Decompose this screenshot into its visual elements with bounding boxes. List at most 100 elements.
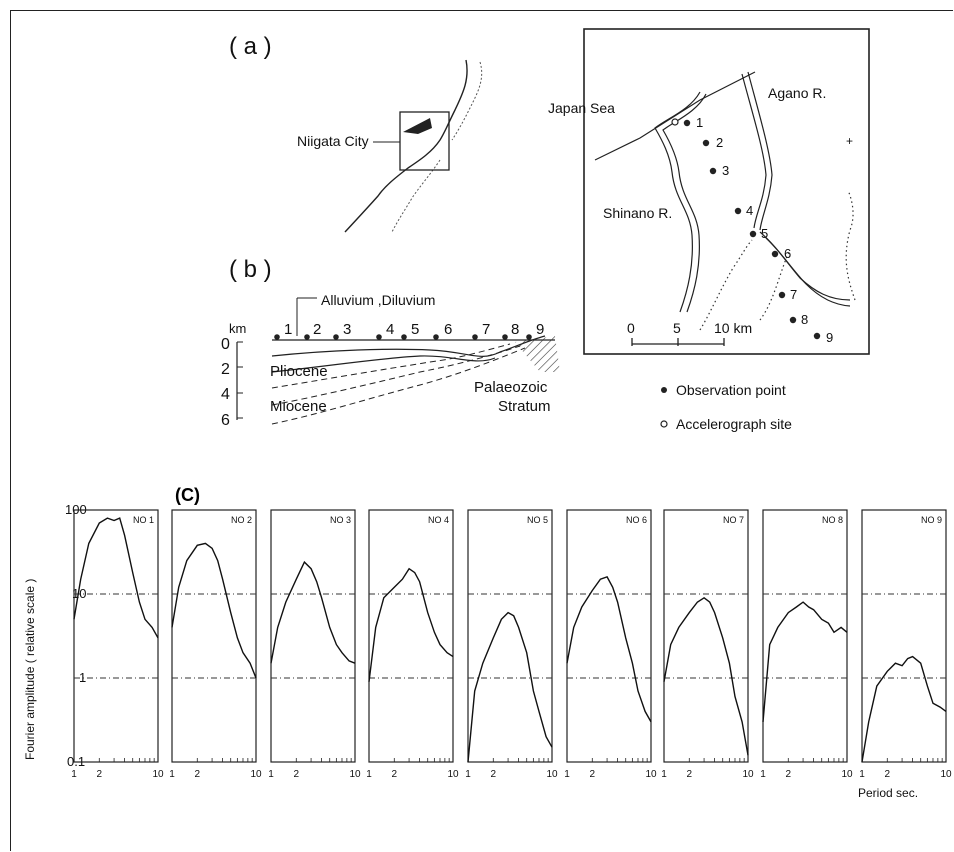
panel-c-label: (C): [175, 485, 200, 505]
x-tick-label: 1: [465, 769, 471, 780]
legend-observation: Observation point: [676, 382, 786, 398]
spectrum-panel: NO 2 1 2 10: [169, 509, 262, 780]
spectrum-panel: NO 9 1 2 10: [859, 509, 952, 780]
panel-frame: [368, 509, 454, 763]
depth-tick: 2: [221, 361, 230, 378]
panel-frame: [73, 509, 159, 763]
x-tick-label: 10: [546, 769, 558, 780]
section-point-label: 8: [511, 321, 519, 338]
observation-point: [771, 250, 779, 258]
panel-frame: [861, 509, 947, 763]
map-legend: Observation point Accelerograph site: [660, 382, 792, 432]
depth-tick: 0: [221, 336, 230, 353]
panel-frame: [762, 509, 848, 763]
spectra-panels: NO 1 1 2 10 NO 2 1 2 10 NO 3 1 2 10 NO 4 1 2 10 NO 5 1 2 10…: [71, 509, 952, 780]
scale-tick-label: 0: [627, 320, 635, 336]
x-tick-label: 10: [250, 769, 262, 780]
basement-label-2: Stratum: [498, 398, 551, 415]
sea-label: Japan Sea: [548, 100, 615, 116]
coastline: [594, 71, 756, 161]
point-label: 8: [801, 312, 808, 327]
svg-text:+: +: [846, 134, 853, 148]
series-name: NO 6: [626, 515, 647, 525]
basement-hatch: [515, 336, 560, 372]
spectrum-line: [368, 567, 454, 682]
point-label: 6: [784, 246, 791, 261]
x-tick-label: 1: [859, 769, 865, 780]
x-tick-label: 10: [152, 769, 164, 780]
x-tick-label: 2: [786, 769, 792, 780]
spectrum-line: [663, 596, 749, 756]
series-name: NO 9: [921, 515, 942, 525]
scale-tick-label: 10 km: [714, 320, 752, 336]
shinano-river: [654, 91, 701, 313]
observation-point: [734, 207, 742, 215]
series-name: NO 3: [330, 515, 351, 525]
x-tick-label: 1: [661, 769, 667, 780]
panel-b-label: ( b ): [229, 256, 272, 283]
point-label: 7: [790, 287, 797, 302]
section-points: 1 2 3 4 5 6 7 8 9: [274, 321, 544, 340]
x-tick-label: 1: [366, 769, 372, 780]
x-tick-label: 10: [742, 769, 754, 780]
observation-point: [749, 230, 757, 238]
layer-pliocene: Pliocene: [270, 363, 328, 380]
series-name: NO 7: [723, 515, 744, 525]
x-tick-label: 10: [645, 769, 657, 780]
x-tick-label: 10: [940, 769, 952, 780]
y-axis-label: Fourier amplitude ( relative scale ): [23, 579, 37, 760]
x-tick-label: 1: [760, 769, 766, 780]
observation-point: [778, 291, 786, 299]
x-tick-label: 1: [268, 769, 274, 780]
locator-box: [399, 111, 450, 171]
series-name: NO 8: [822, 515, 843, 525]
accelerograph-marker: [671, 118, 679, 126]
x-axis-label: Period sec.: [858, 786, 918, 800]
y-tick: 1: [79, 670, 86, 685]
x-tick-label: 2: [97, 769, 103, 780]
legend-accelerograph: Accelerograph site: [676, 416, 792, 432]
spectrum-panel: NO 1 1 2 10: [71, 509, 164, 780]
depth-tick: 4: [221, 386, 230, 403]
detail-map: Japan Sea Agano R. Shinano R. + 1 2 3 4 …: [548, 28, 870, 355]
x-tick-label: 2: [392, 769, 398, 780]
x-tick-label: 10: [447, 769, 459, 780]
series-name: NO 5: [527, 515, 548, 525]
section-point-label: 9: [536, 321, 544, 338]
panel-frame: [467, 509, 553, 763]
point-label: 2: [716, 135, 723, 150]
agano-label: Agano R.: [768, 85, 826, 101]
spectrum-line: [762, 601, 848, 722]
section-point-label: 1: [284, 321, 292, 338]
x-tick-label: 2: [885, 769, 891, 780]
figure-frame: [10, 10, 953, 851]
point-label: 3: [722, 163, 729, 178]
spectrum-panel: NO 5 1 2 10: [465, 509, 558, 780]
section-point-label: 7: [482, 321, 490, 338]
spectrum-line: [566, 576, 652, 723]
section-point-label: 3: [343, 321, 351, 338]
observation-point: [813, 332, 821, 340]
cross-section: Alluvium ,Diluvium km 0 2 4 6 1 2 3 4: [221, 292, 560, 429]
depth-tick: 6: [221, 412, 230, 429]
x-tick-label: 2: [195, 769, 201, 780]
section-point-label: 4: [386, 321, 394, 338]
point-label: 4: [746, 203, 753, 218]
panel-frame: [566, 509, 652, 763]
x-tick-label: 2: [294, 769, 300, 780]
spectrum-line: [861, 655, 947, 763]
observation-point: [789, 316, 797, 324]
point-label: 9: [826, 330, 833, 345]
scale-bar: 0 5 10 km: [627, 320, 752, 346]
panel-frame: [171, 509, 257, 763]
point-label: 1: [696, 115, 703, 130]
panel-frame: [270, 509, 356, 763]
x-tick-label: 10: [841, 769, 853, 780]
spectrum-line: [467, 611, 553, 763]
x-tick-label: 10: [349, 769, 361, 780]
series-name: NO 2: [231, 515, 252, 525]
locator-city-label: Niigata City: [297, 133, 369, 149]
section-point-label: 6: [444, 321, 452, 338]
depth-unit: km: [229, 321, 246, 336]
